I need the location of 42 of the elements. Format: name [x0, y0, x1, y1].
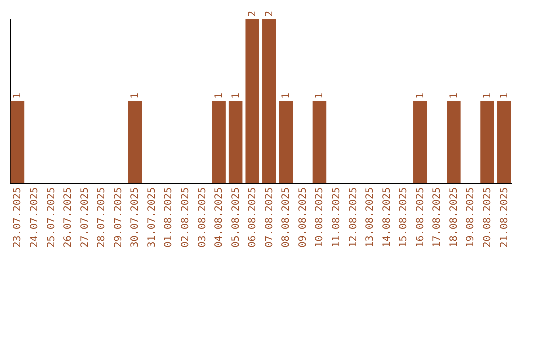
data-label: 1	[448, 92, 460, 99]
data-label: 1	[499, 92, 510, 99]
x-tick-label: 05.08.2025	[230, 188, 242, 248]
data-label: 1	[314, 92, 326, 99]
x-tick-label: 03.08.2025	[197, 188, 208, 248]
x-tick-label: 30.07.2025	[130, 188, 142, 248]
x-tick-label: 24.07.2025	[29, 188, 40, 248]
x-tick-label: 20.08.2025	[482, 188, 494, 248]
data-label: 1	[12, 92, 24, 99]
x-tick-label: 19.08.2025	[466, 188, 477, 248]
x-tick-label: 11.08.2025	[332, 188, 342, 248]
data-label: 2	[248, 10, 259, 17]
x-tick-label: 28.07.2025	[96, 188, 108, 248]
x-tick-label: 27.07.2025	[80, 188, 91, 248]
x-tick-label: 01.08.2025	[164, 188, 175, 248]
x-tick-label: 26.07.2025	[63, 188, 74, 248]
x-tick-label: 07.08.2025	[264, 188, 276, 248]
x-tick-label: 14.08.2025	[382, 188, 393, 248]
x-tick-label: 16.08.2025	[415, 188, 426, 248]
data-label: 1	[281, 92, 292, 99]
x-tick-label: 08.08.2025	[281, 188, 292, 248]
x-tick-label: 21.08.2025	[499, 188, 510, 248]
x-tick-label: 23.07.2025	[12, 188, 24, 248]
x-tick-label: 04.08.2025	[214, 188, 226, 248]
data-label: 1	[415, 92, 426, 99]
data-label: 2	[264, 10, 276, 17]
x-tick-label: 29.07.2025	[113, 188, 124, 248]
x-tick-label: 12.08.2025	[348, 188, 360, 248]
x-tick-label: 02.08.2025	[180, 188, 192, 248]
data-label: 1	[230, 92, 242, 99]
x-tick-label: 06.08.2025	[248, 188, 259, 248]
x-tick-label: 10.08.2025	[314, 188, 326, 248]
x-tick-label: 15.08.2025	[398, 188, 410, 248]
data-label: 1	[214, 92, 226, 99]
data-label: 1	[130, 92, 142, 99]
x-tick-label: 31.07.2025	[146, 188, 158, 248]
data-label: 1	[482, 92, 494, 99]
x-tick-label: 18.08.2025	[448, 188, 460, 248]
x-tick-label: 09.08.2025	[298, 188, 309, 248]
x-tick-label: 17.08.2025	[432, 188, 444, 248]
x-tick-label: 13.08.2025	[365, 188, 376, 248]
x-tick-label: 25.07.2025	[46, 188, 58, 248]
